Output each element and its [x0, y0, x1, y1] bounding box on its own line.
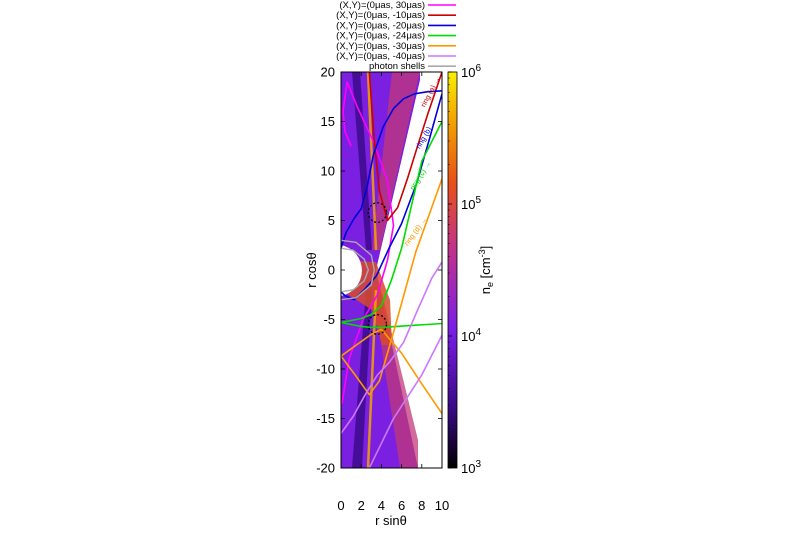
x-tick-label: 2 — [358, 498, 365, 513]
density-inner-band-upper — [352, 72, 372, 250]
y-tick-label: 0 — [328, 263, 335, 278]
hotspot-circle — [367, 202, 388, 224]
x-tick-label: 0 — [337, 498, 344, 513]
legend-label: (X,Y)=(0μas, -40μas) — [336, 51, 425, 62]
series-line — [368, 72, 442, 222]
hotspot-circle — [367, 313, 388, 335]
y-tick-label: 10 — [321, 164, 335, 179]
colorbar-label-subscript: e — [485, 282, 495, 287]
geodesic-curves — [341, 72, 442, 468]
colorbar-label-unit-exponent: -3 — [477, 249, 487, 257]
y-tick-label: -10 — [316, 362, 335, 377]
x-tick-label: 4 — [378, 498, 385, 513]
y-axis-ticks: 20 15 10 5 0 -5 -10 -15 -20 — [316, 65, 442, 476]
y-tick-label: 5 — [328, 213, 335, 228]
colorbar-tick-label: 106 — [461, 63, 481, 80]
colorbar-label: ne [cm-3] — [477, 246, 495, 294]
y-tick-label: -20 — [316, 461, 335, 476]
colorbar-label-unit-close: ] — [478, 246, 493, 250]
black-hole-region — [341, 245, 362, 296]
density-jet-spine-lower — [366, 289, 378, 468]
y-tick-label: 15 — [321, 114, 335, 129]
series-line — [341, 328, 442, 415]
series-line — [341, 321, 442, 329]
y-tick-label: -15 — [316, 411, 335, 426]
legend: (X,Y)=(0μas, 30μas)(X,Y)=(0μas, -10μas)(… — [336, 0, 456, 72]
series-line — [341, 90, 442, 249]
hotspots — [367, 202, 388, 335]
colorbar-tick-label: 104 — [461, 327, 481, 344]
series-line — [368, 334, 442, 468]
series-line — [341, 93, 442, 301]
colorbar-tick-label: 103 — [461, 459, 481, 476]
legend-label: (X,Y)=(0μas, 30μas) — [339, 0, 425, 11]
legend-label: (X,Y)=(0μas, -20μas) — [336, 20, 425, 31]
legend-label: (X,Y)=(0μas, -30μas) — [336, 41, 425, 52]
x-tick-label: 8 — [418, 498, 425, 513]
colorbar-tick-label: 105 — [461, 195, 481, 212]
y-axis-title: r cosθ — [304, 252, 319, 287]
x-axis-ticks: 0 2 4 6 8 10 — [337, 72, 449, 513]
photon-shell-line — [341, 247, 370, 293]
x-tick-label: 6 — [398, 498, 405, 513]
photon-shells — [341, 239, 376, 301]
colorbar-ticks: 103 104 105 106 — [448, 63, 481, 476]
series-line — [341, 121, 442, 324]
series-line — [341, 261, 442, 434]
x-tick-label: 10 — [435, 498, 449, 513]
plot-area — [341, 72, 442, 468]
colorbar — [447, 71, 458, 469]
series-line — [341, 81, 395, 404]
legend-label: (X,Y)=(0μas, -10μas) — [336, 10, 425, 21]
density-inner-band-lower — [352, 290, 372, 468]
x-axis-title: r sinθ — [375, 513, 407, 528]
photon-shell-line — [341, 239, 376, 301]
legend-label: photon shells — [369, 61, 425, 72]
legend-label: (X,Y)=(0μas, -24μas) — [336, 31, 425, 42]
colorbar-label-symbol: n — [478, 287, 493, 294]
y-tick-label: 20 — [321, 65, 335, 80]
colorbar-label-unit: [cm — [478, 257, 493, 278]
y-tick-label: -5 — [323, 312, 335, 327]
series-line — [341, 178, 442, 396]
